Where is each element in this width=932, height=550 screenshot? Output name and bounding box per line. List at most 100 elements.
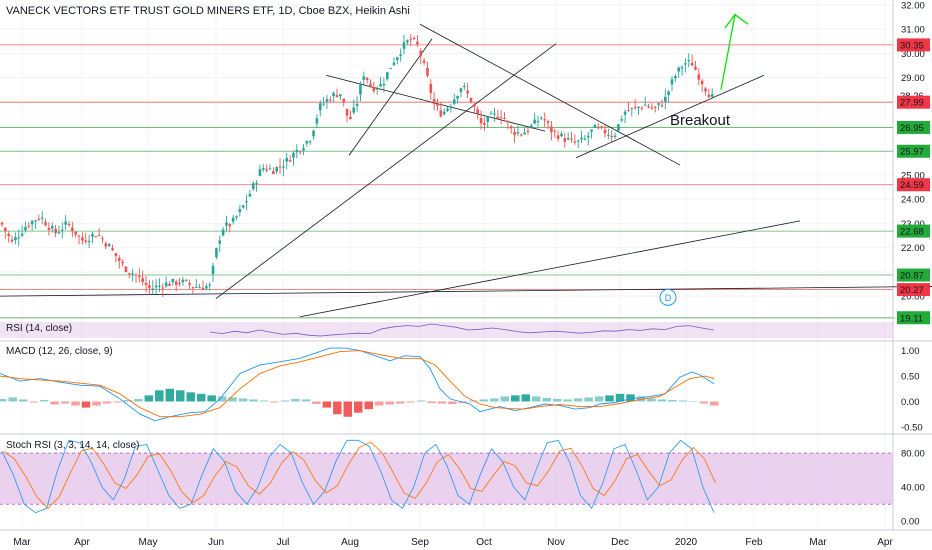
candle-body: [54, 228, 57, 234]
candle-body: [483, 123, 486, 125]
candle-body: [40, 217, 44, 219]
candle-body: [101, 238, 104, 240]
candle-body: [677, 67, 680, 72]
candle-body: [597, 127, 600, 129]
candle-body: [610, 135, 613, 138]
candle-body: [124, 266, 128, 272]
candle-body: [4, 227, 7, 232]
candle-body: [104, 243, 108, 247]
macd-histogram-bar: [155, 390, 164, 402]
macd-histogram-bar: [500, 396, 510, 402]
candle-body: [426, 68, 429, 76]
price-tick-label: 23.00: [901, 219, 925, 230]
candle-body: [195, 286, 198, 288]
macd-histogram-bar: [699, 401, 709, 404]
candle-body: [429, 83, 433, 94]
candle-body: [633, 107, 637, 109]
candle-body: [268, 168, 272, 170]
candle-body: [543, 119, 546, 121]
candle-body: [77, 235, 81, 237]
level-badge-label: 25.97: [900, 147, 924, 158]
price-tick-label: 25.00: [901, 170, 925, 181]
macd-histogram-bar: [437, 401, 447, 404]
candle-body: [228, 224, 232, 227]
candle-body: [419, 50, 423, 57]
candle-body: [30, 221, 34, 225]
candle-body: [292, 152, 295, 158]
candle-body: [499, 117, 503, 119]
candle-body: [375, 88, 379, 90]
candle-body: [114, 253, 118, 256]
candle-body: [97, 234, 101, 236]
candle-body: [640, 107, 644, 109]
candle-body: [496, 116, 500, 119]
candle-body: [439, 110, 443, 117]
candle-body: [10, 239, 14, 242]
candle-body: [704, 88, 707, 92]
candle-body: [530, 125, 533, 128]
candle-body: [563, 138, 567, 142]
candle-body: [24, 227, 27, 231]
candle-body: [630, 107, 634, 109]
price-chart[interactable]: Breakout D: [0, 13, 932, 319]
candle-body: [298, 151, 302, 153]
trendline: [419, 23, 681, 166]
candle-body: [34, 220, 37, 222]
macd-histogram-bar: [490, 398, 499, 402]
macd-histogram-bar: [689, 401, 698, 402]
level-badge-label: 20.87: [900, 271, 924, 282]
candle-body: [211, 265, 215, 275]
candle-body: [546, 121, 550, 123]
time-tick-label: May: [139, 537, 158, 548]
candle-body: [121, 261, 124, 264]
price-tick-label: 32.00: [901, 0, 925, 11]
macd-histogram-bar: [60, 401, 70, 404]
candle-body: [506, 121, 510, 123]
candle-body: [332, 92, 335, 97]
price-tick-label: 30.00: [901, 49, 925, 60]
candle-body: [134, 274, 138, 276]
candle-body: [406, 40, 409, 43]
macd-histogram-bar: [626, 394, 635, 402]
candle-body: [566, 138, 570, 140]
candle-body: [396, 57, 399, 61]
candle-body: [248, 193, 252, 197]
candle-body: [503, 117, 506, 119]
macd-tick-label: 0.50: [901, 372, 920, 383]
candle-body: [191, 287, 195, 289]
candle-body: [416, 41, 419, 45]
candle-body: [570, 138, 573, 140]
candle-body: [111, 248, 114, 251]
price-tick-label: 31.00: [901, 25, 925, 36]
candle-body: [128, 273, 131, 275]
macd-panel[interactable]: [0, 347, 719, 422]
time-tick-label: Mar: [13, 537, 31, 548]
candle-body: [560, 133, 563, 137]
candle-body: [359, 84, 362, 95]
candle-body: [285, 157, 289, 162]
candle-body: [489, 113, 493, 115]
candle-body: [20, 233, 24, 236]
candle-body: [680, 67, 684, 69]
macd-histogram-bar: [479, 399, 489, 402]
candle-body: [245, 200, 248, 203]
stoch-d-line: [3, 441, 716, 509]
candle-body: [107, 244, 111, 247]
candle-body: [536, 121, 540, 123]
time-tick-label: Apr: [877, 537, 893, 548]
macd-histogram-bar: [123, 399, 133, 402]
trendline: [215, 43, 557, 299]
candle-body: [402, 42, 406, 49]
rsi-panel[interactable]: [0, 322, 893, 338]
level-badge-label: 19.11: [900, 313, 923, 324]
candle-body: [272, 171, 275, 175]
macd-histogram-bar: [395, 401, 405, 404]
macd-histogram-bar: [144, 395, 154, 402]
candle-body: [556, 135, 560, 139]
macd-histogram-bar: [678, 400, 688, 402]
macd-histogram-bar: [186, 392, 195, 402]
level-badge-label: 20.27: [900, 285, 924, 296]
candle-body: [509, 126, 513, 129]
stoch-rsi-panel[interactable]: [0, 439, 893, 514]
